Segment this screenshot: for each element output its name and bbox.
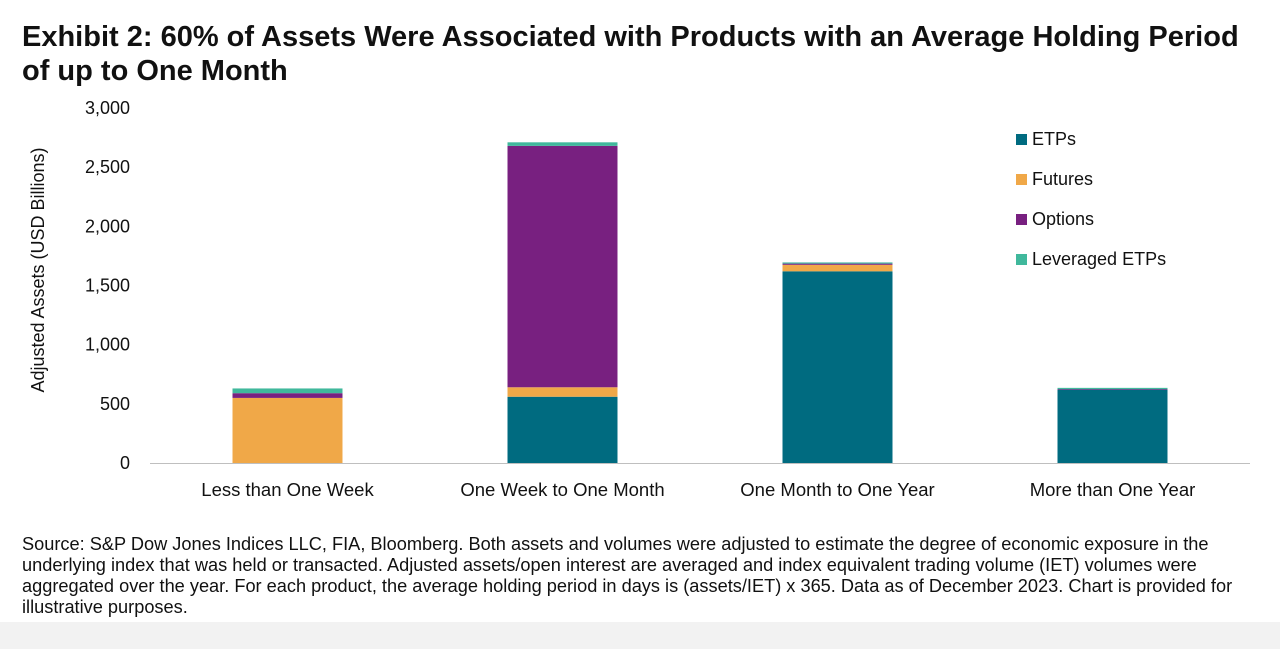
bar-segment (782, 263, 893, 265)
legend-swatch (1016, 174, 1027, 185)
y-tick-label: 0 (120, 453, 130, 473)
bottom-strip (0, 622, 1280, 649)
bar-segment (782, 271, 893, 463)
stacked-bar-chart: 0 500 1,000 1,500 2,000 2,500 3,000 Less than … (28, 98, 1250, 500)
legend: ETPs Futures Options Leveraged ETPs (1016, 129, 1166, 269)
legend-label: Leveraged ETPs (1032, 249, 1166, 269)
bar-segment (507, 387, 618, 397)
bar-segment (782, 262, 893, 264)
bars (232, 142, 1168, 463)
chart-title: Exhibit 2: 60% of Assets Were Associated… (22, 21, 1239, 87)
y-tick-label: 3,000 (85, 98, 130, 118)
y-axis: 0 500 1,000 1,500 2,000 2,500 3,000 (85, 98, 130, 473)
bar-segment (507, 145, 618, 388)
x-tick-label: One Week to One Month (460, 479, 664, 500)
bar-segment (507, 142, 618, 146)
bar-segment (232, 397, 343, 463)
y-tick-label: 500 (100, 394, 130, 414)
y-axis-label: Adjusted Assets (USD Billions) (28, 147, 48, 392)
y-tick-label: 2,500 (85, 157, 130, 177)
source-note: Source: S&P Dow Jones Indices LLC, FIA, … (22, 534, 1233, 617)
legend-label: Options (1032, 209, 1094, 229)
legend-label: ETPs (1032, 129, 1076, 149)
bar-segment (1057, 389, 1168, 463)
y-tick-label: 1,500 (85, 276, 130, 296)
x-axis: Less than One Week One Week to One Month O… (150, 463, 1250, 500)
legend-swatch (1016, 214, 1027, 225)
x-tick-label: Less than One Week (201, 479, 374, 500)
y-tick-label: 1,000 (85, 335, 130, 355)
bar-segment (232, 388, 343, 394)
bar-segment (507, 396, 618, 463)
legend-swatch (1016, 254, 1027, 265)
bar-segment (1057, 387, 1168, 390)
bar-segment (1057, 389, 1168, 390)
legend-label: Futures (1032, 169, 1093, 189)
x-tick-label: One Month to One Year (740, 479, 934, 500)
bar-segment (232, 393, 343, 398)
x-tick-label: More than One Year (1030, 479, 1196, 500)
legend-swatch (1016, 134, 1027, 145)
bar-segment (782, 264, 893, 272)
y-tick-label: 2,000 (85, 216, 130, 236)
